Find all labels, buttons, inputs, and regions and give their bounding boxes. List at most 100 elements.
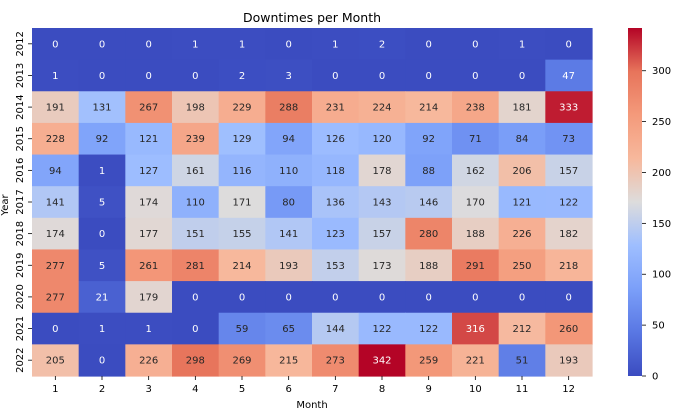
heatmap-cell xyxy=(312,344,360,377)
cell-value-label: 0 xyxy=(332,71,338,82)
cell-value-label: 127 xyxy=(139,166,158,177)
cell-value-label: 224 xyxy=(372,103,391,114)
cell-value-label: 123 xyxy=(326,229,345,240)
heatmap-cell xyxy=(32,91,80,124)
cell-value-label: 250 xyxy=(512,261,531,272)
colorbar-tick-label: 250 xyxy=(652,117,671,128)
heatmap-cell xyxy=(452,91,500,124)
heatmap-cell xyxy=(78,217,126,251)
colorbar-tick-label: 50 xyxy=(652,321,665,332)
cell-value-label: 94 xyxy=(282,134,295,145)
cell-value-label: 226 xyxy=(512,229,531,240)
heatmap-cell xyxy=(405,91,453,124)
heatmap-cell xyxy=(498,186,546,219)
cell-value-label: 0 xyxy=(285,39,291,50)
cell-value-label: 146 xyxy=(419,198,438,209)
cell-value-label: 141 xyxy=(46,198,65,209)
heatmap-cell xyxy=(172,217,220,251)
heatmap-cell xyxy=(545,154,593,187)
heatmap-cell xyxy=(265,281,313,314)
x-tick-label: 6 xyxy=(285,384,291,395)
heatmap-cell xyxy=(218,281,266,314)
x-tick-label: 12 xyxy=(562,384,575,395)
y-tick-label: 2018 xyxy=(15,221,26,246)
heatmap-cell xyxy=(172,91,220,124)
heatmap-cell xyxy=(172,344,220,377)
heatmap-cell xyxy=(312,28,360,61)
cell-value-label: 178 xyxy=(372,166,391,177)
heatmap-cell xyxy=(32,186,80,219)
heatmap-cell xyxy=(218,154,266,187)
cell-value-label: 116 xyxy=(232,166,251,177)
heatmap-cell xyxy=(452,249,500,282)
heatmap-cell xyxy=(125,249,173,282)
cell-value-label: 122 xyxy=(419,324,438,335)
cell-value-label: 277 xyxy=(46,261,65,272)
cell-value-label: 0 xyxy=(425,71,431,82)
cell-value-label: 136 xyxy=(326,198,345,209)
heatmap-cell xyxy=(498,312,546,345)
heatmap-cell xyxy=(125,154,173,187)
heatmap-cell xyxy=(172,122,220,156)
heatmap-cell xyxy=(32,217,80,251)
cell-value-label: 261 xyxy=(139,261,158,272)
heatmap-cell xyxy=(218,217,266,251)
cell-value-label: 73 xyxy=(562,134,575,145)
colorbar xyxy=(628,28,642,376)
cell-value-label: 231 xyxy=(326,103,345,114)
heatmap-cell xyxy=(312,186,360,219)
cell-value-label: 182 xyxy=(559,229,578,240)
heatmap-cell xyxy=(218,249,266,282)
heatmap-cell xyxy=(358,217,406,251)
colorbar-tick-label: 0 xyxy=(652,372,658,383)
cell-value-label: 269 xyxy=(232,356,251,367)
heatmap-cell xyxy=(405,154,453,187)
heatmap-cell xyxy=(312,91,360,124)
cell-value-label: 0 xyxy=(379,292,385,303)
cell-value-label: 316 xyxy=(466,324,485,335)
cell-value-label: 122 xyxy=(372,324,391,335)
cell-value-label: 0 xyxy=(425,292,431,303)
x-tick-label: 1 xyxy=(52,384,58,395)
cell-value-label: 144 xyxy=(326,324,345,335)
heatmap-cell xyxy=(218,344,266,377)
cell-value-label: 206 xyxy=(512,166,531,177)
cell-value-label: 238 xyxy=(466,103,485,114)
heatmap-cell xyxy=(78,28,126,61)
cell-value-label: 0 xyxy=(192,71,198,82)
cell-value-label: 0 xyxy=(519,71,525,82)
cell-value-label: 0 xyxy=(192,324,198,335)
cell-value-label: 259 xyxy=(419,356,438,367)
y-tick-label: 2021 xyxy=(15,316,26,341)
heatmap-cell xyxy=(358,344,406,377)
heatmap-cell xyxy=(405,344,453,377)
heatmap-cell xyxy=(172,186,220,219)
heatmap-cell xyxy=(125,59,173,92)
cell-value-label: 273 xyxy=(326,356,345,367)
colorbar-tick-label: 200 xyxy=(652,168,671,179)
heatmap-cell xyxy=(265,249,313,282)
cell-value-label: 122 xyxy=(559,198,578,209)
heatmap-cell xyxy=(545,249,593,282)
heatmap-cell xyxy=(312,59,360,92)
heatmap-cell xyxy=(358,122,406,156)
cell-value-label: 129 xyxy=(232,134,251,145)
heatmap-cell xyxy=(265,217,313,251)
heatmap-cell xyxy=(78,91,126,124)
cell-value-label: 1 xyxy=(239,39,245,50)
heatmap-cell xyxy=(312,154,360,187)
cell-value-label: 1 xyxy=(332,39,338,50)
cell-value-label: 92 xyxy=(96,134,109,145)
heatmap-cell xyxy=(218,59,266,92)
heatmap-cell xyxy=(78,186,126,219)
heatmap-cells xyxy=(32,28,593,377)
cell-value-label: 0 xyxy=(99,39,105,50)
heatmap-cell xyxy=(405,249,453,282)
heatmap-cell xyxy=(452,122,500,156)
heatmap-cell xyxy=(452,154,500,187)
heatmap-cell xyxy=(78,59,126,92)
cell-value-label: 191 xyxy=(46,103,65,114)
cell-value-label: 141 xyxy=(279,229,298,240)
heatmap-cell xyxy=(32,28,80,61)
